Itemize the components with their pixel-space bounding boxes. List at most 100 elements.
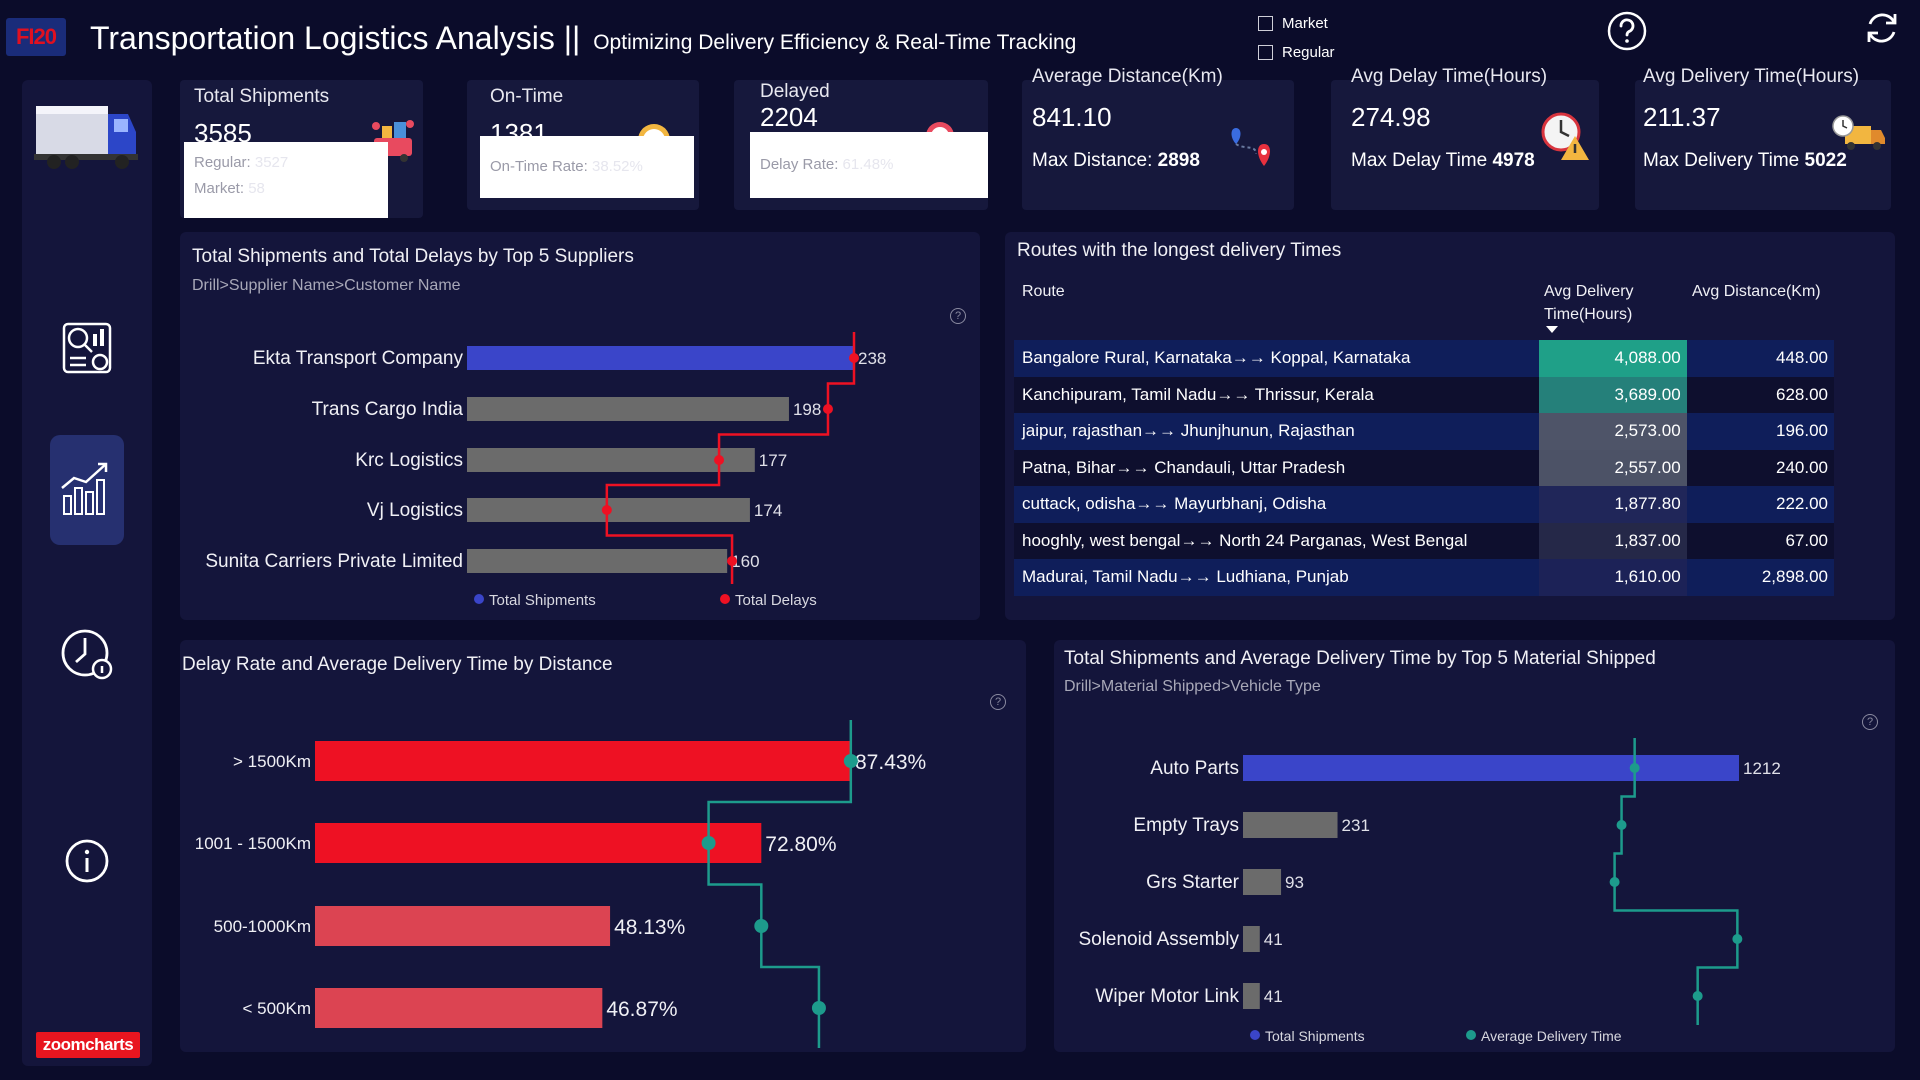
delays-point <box>849 353 859 363</box>
report-analytics-icon[interactable] <box>50 312 124 386</box>
delay-rate-bar <box>315 741 851 781</box>
material-label: Wiper Motor Link <box>1095 986 1239 1007</box>
page-subtitle: Optimizing Delivery Efficiency & Real-Ti… <box>593 31 1077 54</box>
delay-rate-bar <box>315 823 762 863</box>
avg-delivery-time-cell: 4,088.00 <box>1539 340 1687 377</box>
drill-path[interactable]: Drill>Supplier Name>Customer Name <box>192 277 461 294</box>
avg-delivery-time-point <box>1616 820 1627 830</box>
kpi-value: 211.37 <box>1643 102 1721 132</box>
column-header-avg-delivery-time[interactable]: Avg Delivery Time(Hours) <box>1544 283 1634 323</box>
sort-desc-icon[interactable] <box>1546 326 1558 333</box>
avg-distance-cell: 2,898.00 <box>1761 567 1828 587</box>
max-distance-value: 2898 <box>1157 150 1200 171</box>
distance-label: 1001 - 1500Km <box>195 834 311 853</box>
supplier-label: Ekta Transport Company <box>253 348 464 369</box>
shipments-value-label: 198 <box>793 400 821 419</box>
help-circle-icon[interactable]: ? <box>950 308 966 324</box>
on-time-rate-tooltip: On-Time Rate: 38.52% <box>480 136 694 198</box>
delivery-truck-clock-icon <box>1832 115 1885 150</box>
max-distance: Max Distance: 2898 <box>1032 150 1200 172</box>
avg-delivery-time-cell: 1,837.00 <box>1539 522 1687 559</box>
avg-delivery-time-cell: 2,557.00 <box>1539 449 1687 486</box>
material-label: Empty Trays <box>1133 815 1239 836</box>
avg-delivery-time-cell: 3,689.00 <box>1539 376 1687 413</box>
sidebar-item-overview-active[interactable] <box>50 435 124 545</box>
market-label: Market: <box>194 180 245 197</box>
avg-delivery-time-cell: 1,610.00 <box>1539 559 1687 596</box>
delay-rate-value-label: 87.43% <box>855 751 926 774</box>
route-cell: Madurai, Tamil Nadu→→ Ludhiana, Punjab <box>1022 567 1349 587</box>
table-row[interactable]: cuttack, odisha→→ Mayurbhanj, Odisha 1,87… <box>1014 486 1834 523</box>
market-value: 58 <box>248 180 265 197</box>
shipments-value-label: 231 <box>1342 816 1370 835</box>
column-header-avg-distance[interactable]: Avg Distance(Km) <box>1692 283 1821 300</box>
table-row[interactable]: Bangalore Rural, Karnataka→→ Koppal, Kar… <box>1014 340 1834 377</box>
clock-warning-icon <box>1541 112 1589 160</box>
avg-delivery-time-cell: 2,573.00 <box>1539 413 1687 450</box>
legend-marker-delays <box>720 594 730 604</box>
growth-chart-icon[interactable] <box>50 452 124 526</box>
truck-icon <box>34 106 138 169</box>
avg-delivery-time-cell: 1,877.80 <box>1539 486 1687 523</box>
distance-label: 500-1000Km <box>214 917 311 936</box>
clock-info-icon[interactable] <box>50 618 124 692</box>
checkbox-box[interactable] <box>1258 16 1273 31</box>
legend-label-shipments: Total Shipments <box>1265 1028 1365 1044</box>
avg-delivery-time-point <box>1692 991 1703 1001</box>
refresh-icon[interactable] <box>1862 8 1902 48</box>
max-delay-value: 4978 <box>1492 150 1535 171</box>
route-cell: jaipur, rajasthan→→ Jhunjhunun, Rajastha… <box>1022 421 1355 441</box>
help-icon[interactable] <box>1606 10 1648 52</box>
checkbox-box[interactable] <box>1258 45 1273 60</box>
info-icon[interactable] <box>50 824 124 898</box>
logo-text-a: FI <box>15 24 35 49</box>
zoomcharts-logo: zoomcharts <box>36 1032 140 1058</box>
avg-delivery-time-line <box>707 720 853 1048</box>
delays-point <box>727 556 738 566</box>
supplier-label: Krc Logistics <box>355 450 463 471</box>
chart-title: Total Shipments and Total Delays by Top … <box>192 246 634 267</box>
kpi-label: Total Shipments <box>194 86 330 107</box>
max-delivery-time: Max Delivery Time 5022 <box>1643 150 1847 172</box>
sidebar: zoomcharts <box>22 80 152 1066</box>
supplier-label: Sunita Carriers Private Limited <box>205 551 463 572</box>
shipments-breakdown-tooltip: Regular: 3527 Market: 58 <box>184 142 388 218</box>
table-row[interactable]: Patna, Bihar→→ Chandauli, Uttar Pradesh 2… <box>1014 449 1834 486</box>
help-circle-icon[interactable]: ? <box>1862 714 1878 730</box>
shipments-bar <box>467 397 789 421</box>
kpi-label: Average Distance(Km) <box>1032 66 1223 87</box>
avg-distance-cell: 240.00 <box>1776 457 1828 477</box>
table-row[interactable]: jaipur, rajasthan→→ Jhunjhunun, Rajastha… <box>1014 413 1834 450</box>
table-row[interactable]: Kanchipuram, Tamil Nadu→→ Thrissur, Kera… <box>1014 376 1834 413</box>
table-row[interactable]: Madurai, Tamil Nadu→→ Ludhiana, Punjab 1,… <box>1014 559 1834 596</box>
routes-table-panel: Routes with the longest delivery Times <box>1005 232 1895 620</box>
drill-path[interactable]: Drill>Material Shipped>Vehicle Type <box>1064 678 1321 695</box>
shipments-bar <box>467 448 755 472</box>
delay-rate-bar <box>315 906 611 946</box>
distance-label: < 500Km <box>242 999 311 1018</box>
delay-rate-tooltip: Delay Rate: 61.48% <box>750 132 988 198</box>
filter-market-checkbox[interactable]: Market <box>1258 15 1328 32</box>
supplier-label: Vj Logistics <box>367 500 463 521</box>
material-label: Grs Starter <box>1146 872 1240 893</box>
avg-distance-cell: 196.00 <box>1776 421 1828 441</box>
shipments-bar <box>1243 926 1260 952</box>
distance-label: > 1500Km <box>233 752 311 771</box>
shipments-value-label: 174 <box>754 501 782 520</box>
delays-point <box>822 404 833 414</box>
filter-regular-checkbox[interactable]: Regular <box>1258 44 1335 61</box>
kpi-avg-delivery-time: Avg Delivery Time(Hours) 211.37 Max Deli… <box>1635 66 1891 210</box>
shipments-bar <box>1243 869 1282 895</box>
max-delivery-label: Max Delivery Time <box>1643 150 1800 171</box>
shipments-value-label: 41 <box>1264 930 1283 949</box>
kpi-value: 841.10 <box>1032 102 1112 132</box>
chart-title: Delay Rate and Average Delivery Time by … <box>182 654 613 675</box>
page-title-text: Transportation Logistics Analysis || <box>90 20 581 56</box>
max-delivery-value: 5022 <box>1804 150 1847 171</box>
shipments-bar <box>1243 983 1260 1009</box>
help-circle-icon[interactable]: ? <box>990 694 1006 710</box>
column-header-route[interactable]: Route <box>1022 283 1065 300</box>
table-row[interactable]: hooghly, west bengal→→ North 24 Parganas… <box>1014 522 1834 559</box>
max-distance-label: Max Distance: <box>1032 150 1153 171</box>
material-label: Auto Parts <box>1150 758 1239 779</box>
